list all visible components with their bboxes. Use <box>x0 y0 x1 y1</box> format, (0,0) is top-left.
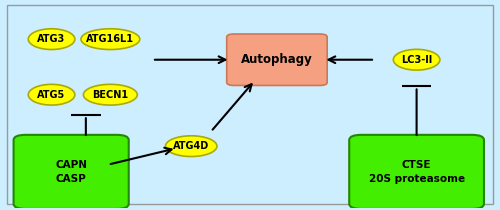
Text: ATG5: ATG5 <box>38 90 66 100</box>
Ellipse shape <box>394 49 440 70</box>
Text: CAPN
CASP: CAPN CASP <box>55 160 87 184</box>
Ellipse shape <box>28 84 75 105</box>
Ellipse shape <box>28 29 75 50</box>
Ellipse shape <box>81 29 140 50</box>
Text: ATG3: ATG3 <box>38 34 66 44</box>
Ellipse shape <box>166 136 217 156</box>
Text: BECN1: BECN1 <box>92 90 128 100</box>
FancyBboxPatch shape <box>349 135 484 209</box>
FancyBboxPatch shape <box>226 34 327 85</box>
Text: ATG4D: ATG4D <box>173 141 210 151</box>
FancyBboxPatch shape <box>14 135 128 209</box>
Ellipse shape <box>84 84 138 105</box>
Text: CTSE
20S proteasome: CTSE 20S proteasome <box>368 160 464 184</box>
Text: ATG16L1: ATG16L1 <box>86 34 134 44</box>
Text: Autophagy: Autophagy <box>241 53 313 66</box>
Text: LC3-II: LC3-II <box>401 55 432 65</box>
